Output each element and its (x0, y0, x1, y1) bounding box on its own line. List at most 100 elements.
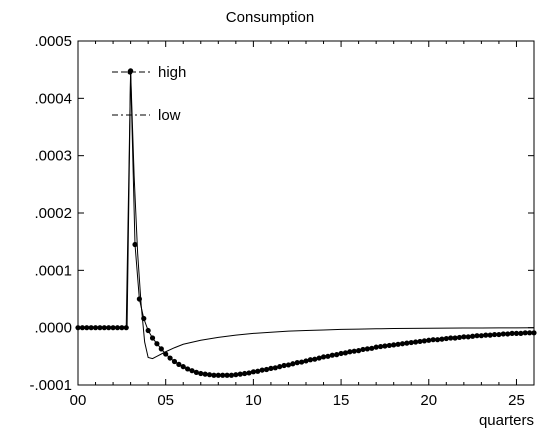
data-point-high (474, 333, 480, 339)
data-point-high (342, 350, 349, 356)
data-point-high (299, 359, 305, 365)
data-point-high (522, 330, 528, 336)
y-tick-label: .0001 (34, 262, 72, 279)
data-point-high (145, 327, 151, 334)
data-point-high (189, 368, 195, 374)
data-point-high (290, 361, 296, 367)
x-tick-label: 25 (508, 392, 525, 409)
data-point-high (434, 337, 441, 343)
data-point-high (470, 333, 476, 339)
y-tick-label: .0003 (34, 148, 72, 165)
data-point-high (250, 369, 256, 375)
data-point-high (307, 357, 313, 363)
x-tick-label: 05 (157, 392, 174, 409)
data-point-high (149, 335, 156, 341)
data-point-high (456, 334, 463, 341)
data-point-high (360, 346, 366, 353)
data-point-high (527, 330, 533, 336)
x-tick-label: 20 (420, 392, 437, 409)
legend-label-high: high (158, 64, 186, 81)
data-point-high (154, 341, 160, 347)
y-tick-label: .0000 (34, 320, 72, 337)
x-tick-label: 10 (245, 392, 262, 409)
data-point-high (263, 366, 270, 373)
data-point-high (329, 352, 335, 358)
data-point-high (487, 332, 493, 338)
legend-marker-high (127, 69, 133, 75)
data-point-high (491, 331, 498, 338)
data-point-high (268, 365, 274, 371)
data-point-high (171, 358, 178, 365)
data-point-high (500, 331, 506, 337)
data-point-high (404, 340, 410, 346)
data-point-high (334, 352, 340, 358)
series-line-low (78, 70, 535, 360)
data-point-high (373, 344, 379, 350)
data-point-high (180, 364, 186, 370)
data-point-high (426, 337, 432, 343)
data-point-high (382, 343, 388, 349)
data-point-high (496, 331, 502, 338)
data-point-high (259, 367, 265, 373)
data-point-high (465, 334, 471, 340)
data-point-high (158, 346, 164, 352)
data-point-high (193, 369, 199, 375)
data-point-high (338, 350, 344, 357)
data-point-high (316, 355, 322, 361)
data-point-high (281, 362, 287, 369)
x-tick-label: 00 (70, 392, 87, 409)
data-point-high (202, 371, 208, 377)
data-point-high (413, 339, 419, 345)
data-point-high (220, 372, 226, 378)
data-point-high (132, 241, 138, 248)
data-point-high (448, 335, 454, 341)
data-point-high (320, 354, 327, 360)
plot-frame (77, 40, 535, 386)
y-tick-label: .0004 (34, 90, 72, 107)
data-point-high (255, 368, 261, 374)
data-point-high (185, 366, 191, 372)
data-point-high (395, 341, 401, 347)
data-point-high (206, 372, 213, 378)
data-point-high (325, 353, 331, 359)
data-point-high (505, 331, 511, 337)
data-point-high (391, 342, 397, 348)
data-point-high (246, 370, 252, 376)
data-point-high (294, 360, 300, 366)
data-point-high (211, 372, 217, 378)
data-point-high (478, 333, 484, 339)
data-point-high (347, 349, 353, 355)
data-point-high (167, 355, 173, 361)
data-point-high (369, 345, 375, 351)
data-point-high (356, 348, 362, 354)
data-point-high (408, 339, 414, 346)
data-point-high (452, 335, 458, 341)
x-tick-label: 15 (333, 392, 350, 409)
data-point-high (272, 365, 278, 371)
data-point-high (285, 362, 292, 368)
data-point-high (443, 335, 449, 342)
data-point-high (513, 330, 520, 336)
data-point-high (176, 361, 182, 367)
data-point-high (509, 330, 515, 336)
chart-title: Consumption (226, 9, 314, 26)
data-point-high (417, 338, 423, 345)
data-point-high (377, 343, 384, 350)
data-point-high (430, 337, 436, 343)
x-axis-label: quarters (479, 412, 534, 429)
y-tick-label: .0005 (34, 33, 72, 50)
data-point-high (421, 338, 427, 344)
legend-label-low: low (158, 107, 181, 124)
data-point-high (198, 370, 204, 377)
data-point-high (386, 342, 392, 349)
y-tick-label: .0002 (34, 205, 72, 222)
data-point-high (461, 334, 467, 340)
data-point-high (518, 330, 524, 336)
data-point-high (228, 372, 235, 378)
data-point-high (277, 364, 283, 370)
data-point-high (483, 332, 489, 338)
data-point-high (224, 372, 230, 378)
y-tick-label: -.0001 (29, 377, 72, 394)
data-point-high (215, 372, 221, 378)
